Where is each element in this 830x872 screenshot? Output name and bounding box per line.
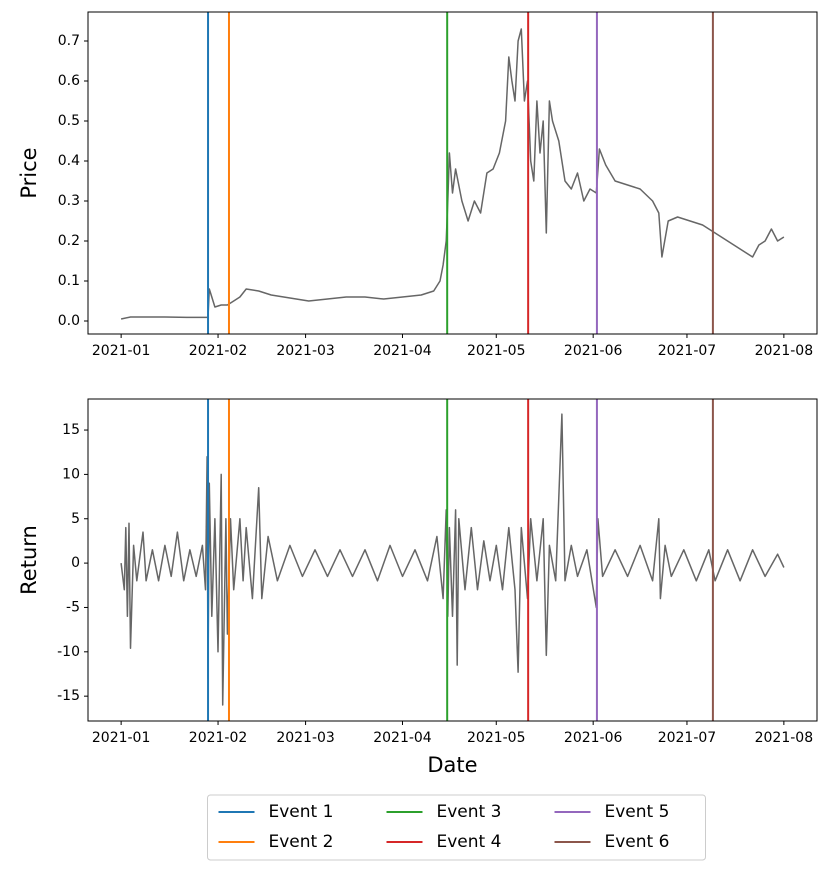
y-tick-label: -5 [66,599,80,615]
y-tick-label: -10 [57,644,80,660]
y-tick-label: 0.1 [58,273,80,289]
y-tick-label: 15 [62,422,80,438]
x-tick-label: 2021-01 [92,730,151,746]
plot-frame [87,11,818,335]
x-tick-label: 2021-02 [189,730,248,746]
legend-label: Event 2 [269,832,334,852]
y-tick-label: 0.5 [58,113,80,129]
y-tick-label: 0.6 [58,73,80,89]
y-axis-label: Return [17,525,41,595]
x-tick-label: 2021-04 [373,343,432,359]
x-tick-label: 2021-04 [373,730,432,746]
y-tick-label: 0 [71,555,80,571]
y-tick-label: 0.2 [58,233,80,249]
x-tick-label: 2021-05 [467,730,526,746]
x-tick-label: 2021-07 [658,343,717,359]
y-tick-label: 0.7 [58,33,80,49]
y-tick-label: 0.0 [58,313,80,329]
x-tick-label: 2021-08 [755,730,814,746]
x-tick-label: 2021-02 [189,343,248,359]
y-tick-label: 0.3 [58,193,80,209]
legend-label: Event 6 [605,832,670,852]
legend-label: Event 1 [269,802,334,822]
y-axis-label: Price [17,147,41,198]
y-tick-label: 5 [71,511,80,527]
x-tick-label: 2021-08 [755,343,814,359]
x-tick-label: 2021-06 [564,343,623,359]
price-line [120,413,785,706]
y-tick-label: 10 [62,466,80,482]
y-tick-label: -15 [57,688,80,704]
y-tick-label: 0.4 [58,153,80,169]
x-tick-label: 2021-03 [276,343,335,359]
x-tick-label: 2021-05 [467,343,526,359]
x-tick-label: 2021-01 [92,343,151,359]
legend-label: Event 3 [437,802,502,822]
x-tick-label: 2021-06 [564,730,623,746]
x-tick-label: 2021-03 [276,730,335,746]
x-tick-label: 2021-07 [658,730,717,746]
plot-frame [87,398,818,722]
price-line [120,28,785,320]
legend-label: Event 4 [437,832,502,852]
legend-label: Event 5 [605,802,670,822]
x-axis-label: Date [427,753,477,777]
